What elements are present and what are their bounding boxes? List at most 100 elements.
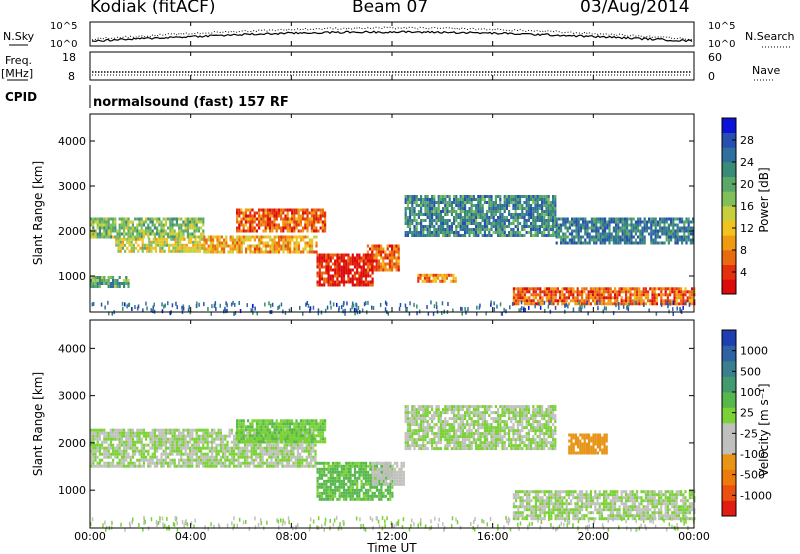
velocity-cell bbox=[153, 434, 156, 438]
velocity-cell bbox=[151, 428, 154, 432]
power-cell bbox=[240, 211, 243, 215]
power-cell bbox=[179, 249, 182, 253]
power-cell bbox=[664, 302, 667, 306]
power-cell bbox=[468, 210, 471, 213]
power-cell bbox=[172, 246, 175, 250]
velocity-cell bbox=[342, 485, 346, 489]
velocity-cell bbox=[342, 476, 346, 480]
power-cell bbox=[586, 220, 589, 224]
power-cell bbox=[543, 201, 546, 204]
power-cell bbox=[107, 285, 110, 288]
power-cell bbox=[313, 214, 316, 218]
velocity-cell bbox=[283, 428, 286, 432]
power-cell bbox=[358, 277, 361, 281]
velocity-cell bbox=[295, 437, 298, 441]
power-speckle-cell bbox=[666, 301, 668, 305]
power-cell bbox=[395, 268, 398, 272]
power-cell bbox=[404, 213, 407, 216]
velocity-cell bbox=[156, 446, 159, 450]
power-cell bbox=[497, 222, 500, 225]
power-cell bbox=[409, 198, 412, 201]
velocity-cell bbox=[238, 425, 241, 429]
power-cell bbox=[615, 232, 618, 236]
power-cell bbox=[519, 207, 522, 210]
power-cell bbox=[129, 226, 132, 230]
velocity-cell bbox=[222, 449, 225, 453]
velocity-cell bbox=[114, 437, 117, 441]
power-cell bbox=[543, 234, 546, 237]
power-cell bbox=[545, 198, 548, 201]
power-cell bbox=[302, 208, 305, 212]
power-cell bbox=[137, 243, 140, 247]
power-cell bbox=[284, 226, 287, 230]
power-cell bbox=[526, 302, 529, 306]
power-cell bbox=[614, 290, 617, 294]
velocity-cell bbox=[261, 461, 264, 465]
power-cell bbox=[659, 235, 662, 239]
power-cell bbox=[654, 223, 657, 227]
power-cell bbox=[196, 243, 199, 247]
power-cell bbox=[532, 216, 535, 219]
velocity-cell bbox=[236, 431, 239, 435]
power-cell bbox=[472, 195, 475, 198]
velocity-cell bbox=[202, 431, 205, 435]
power-cell bbox=[297, 217, 300, 221]
power-cell bbox=[597, 232, 600, 236]
power-cell bbox=[545, 213, 548, 216]
power-cell bbox=[195, 223, 198, 227]
velocity-cell bbox=[272, 461, 275, 465]
power-cell bbox=[516, 213, 519, 216]
velocity-cell bbox=[299, 443, 302, 447]
power-cell bbox=[178, 235, 181, 239]
velocity-cell bbox=[305, 461, 308, 465]
power-cell bbox=[523, 222, 526, 225]
power-cell bbox=[554, 216, 557, 219]
velocity-cell bbox=[334, 467, 337, 471]
power-cell bbox=[622, 299, 625, 303]
velocity-cell bbox=[257, 455, 260, 459]
power-cell bbox=[195, 226, 198, 230]
power-cell bbox=[622, 290, 625, 294]
velocity-cell bbox=[140, 446, 143, 450]
power-cell bbox=[349, 262, 352, 266]
power-cell bbox=[380, 247, 383, 251]
power-cell bbox=[516, 216, 519, 219]
velocity-cell bbox=[123, 446, 126, 450]
power-cell bbox=[127, 223, 130, 227]
power-cell bbox=[424, 195, 427, 198]
velocity-cell bbox=[171, 458, 174, 462]
velocity-cell bbox=[317, 425, 320, 429]
power-cell bbox=[430, 273, 433, 277]
power-cell bbox=[549, 225, 552, 228]
power-speckle-cell bbox=[430, 300, 432, 305]
power-cell bbox=[468, 231, 471, 234]
power-cell bbox=[534, 234, 537, 237]
velocity-cell bbox=[90, 449, 93, 453]
power-cell bbox=[179, 240, 182, 244]
power-cell bbox=[547, 204, 550, 207]
power-cell bbox=[311, 247, 314, 251]
velocity-cell bbox=[127, 443, 130, 447]
power-cell bbox=[201, 243, 204, 247]
velocity-cell bbox=[290, 455, 293, 459]
power-cell bbox=[293, 235, 296, 239]
power-cell bbox=[329, 274, 332, 278]
power-speckle-cell bbox=[252, 303, 254, 308]
velocity-cell bbox=[280, 419, 283, 423]
power-cell bbox=[639, 238, 642, 242]
power-cell bbox=[655, 296, 658, 300]
velocity-cell bbox=[261, 434, 264, 438]
velocity-cell bbox=[136, 446, 139, 450]
power-speckle-cell bbox=[91, 302, 94, 307]
power-cell bbox=[154, 246, 157, 250]
power-cell bbox=[369, 259, 372, 263]
power-cell bbox=[534, 204, 537, 207]
power-cell bbox=[189, 220, 192, 224]
power-cell bbox=[457, 225, 460, 228]
power-cell bbox=[549, 216, 552, 219]
power-cell bbox=[284, 217, 287, 221]
power-cell bbox=[160, 223, 163, 227]
power-cell bbox=[125, 226, 128, 230]
power-cell bbox=[555, 229, 558, 233]
power-cell bbox=[424, 234, 427, 237]
